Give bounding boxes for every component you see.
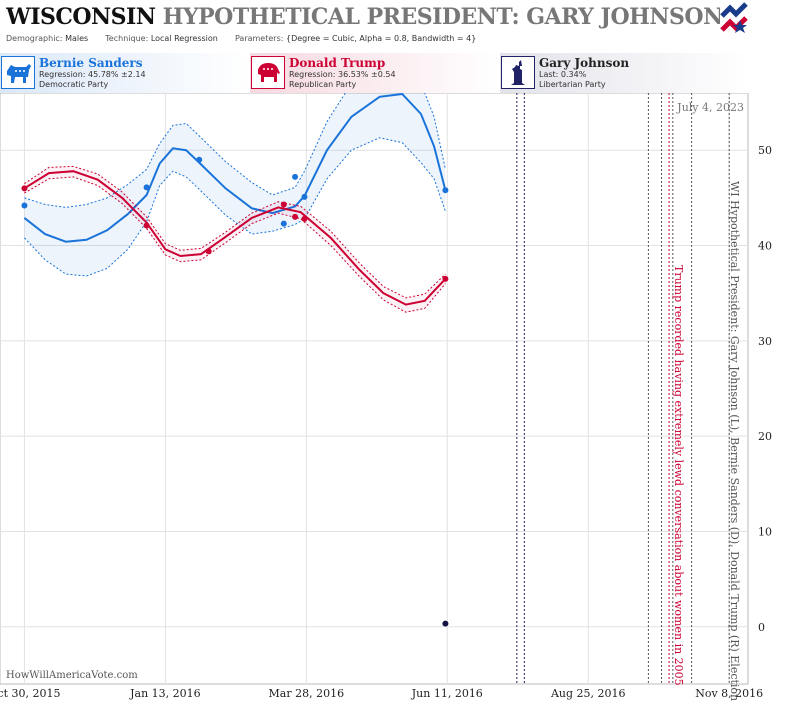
parameters-value: {Degree = Cubic, Alpha = 0.8, Bandwidth …: [285, 34, 477, 43]
legend-name: Donald Trump: [289, 56, 386, 70]
x-tick-label: Jun 11, 2016: [411, 687, 483, 700]
data-point: [21, 185, 28, 192]
parameters-row: Demographic: Males Technique: Local Regr…: [6, 34, 476, 43]
x-tick-label: Jan 13, 2016: [129, 687, 201, 700]
legend-stat: Regression: 36.53% ±0.54: [289, 70, 396, 79]
source-label: HowWillAmericaVote.com: [6, 670, 138, 681]
data-point: [442, 620, 449, 627]
y-tick-label: 10: [758, 525, 772, 538]
data-point: [292, 213, 299, 220]
confidence-band: [24, 93, 446, 276]
legend-item-sanders: Bernie Sanders Regression: 45.78% ±2.14 …: [0, 53, 250, 93]
x-tick-label: Oct 30, 2015: [0, 687, 60, 700]
legend-name: Gary Johnson: [539, 56, 630, 70]
event-annotation: WI Hypothetical President: Gary Johnson …: [728, 181, 741, 701]
data-point: [301, 215, 308, 222]
data-point: [280, 201, 287, 208]
event-annotation: Trump recorded having extremely lewd con…: [672, 265, 685, 686]
confidence-band: [24, 166, 446, 313]
statue-of-liberty-icon: [501, 56, 535, 89]
legend-party: Libertarian Party: [539, 80, 606, 89]
parameters-label: Parameters:: [234, 34, 284, 43]
x-tick-label: Mar 28, 2016: [269, 687, 345, 700]
legend-stat: Regression: 45.78% ±2.14: [39, 70, 146, 79]
legend-stat: Last: 0.34%: [539, 70, 587, 79]
x-tick-label: Nov 8, 2016: [695, 687, 763, 700]
x-tick-label: Aug 25, 2016: [550, 687, 626, 700]
title-state: WISCONSIN: [6, 4, 156, 30]
data-point: [292, 173, 299, 180]
y-tick-label: 30: [758, 335, 772, 348]
legend-item-trump: Donald Trump Regression: 36.53% ±0.54 Re…: [250, 53, 500, 93]
chart-title: WISCONSIN HYPOTHETICAL PRESIDENT: GARY J…: [6, 4, 746, 34]
chart-date-label: July 4, 2023: [676, 101, 744, 114]
data-point: [196, 156, 203, 163]
legend-party: Democratic Party: [39, 80, 109, 89]
y-tick-label: 50: [758, 144, 772, 157]
data-point: [143, 222, 150, 229]
y-tick-label: 20: [758, 430, 772, 443]
demographic-value: Males: [65, 34, 89, 43]
band-upper-line: [24, 93, 446, 208]
demographic-label: Demographic:: [6, 34, 63, 43]
chart-area: 0 10 20 30 40 50 Oct 30, 2015 Jan 13, 2016 Mar 2…: [0, 93, 772, 701]
republican-elephant-icon: [251, 56, 285, 89]
legend-name: Bernie Sanders: [39, 56, 143, 70]
legend-item-johnson: Gary Johnson Last: 0.34% Libertarian Par…: [500, 53, 750, 93]
technique-label: Technique:: [105, 34, 149, 43]
data-point: [442, 187, 449, 194]
series-line: [23, 170, 447, 306]
data-point: [143, 184, 150, 191]
data-point: [280, 220, 287, 227]
technique-value: Local Regression: [150, 34, 218, 43]
y-tick-label: 0: [758, 621, 765, 634]
legend-party: Republican Party: [289, 80, 357, 89]
band-lower-line: [24, 137, 446, 277]
data-point: [301, 193, 308, 200]
democrat-donkey-icon: [1, 56, 35, 89]
title-rest: HYPOTHETICAL PRESIDENT: GARY JOHNSON (L)…: [155, 4, 746, 30]
data-point: [21, 202, 28, 209]
site-logo-icon: [718, 0, 750, 40]
data-point: [205, 248, 212, 255]
data-point: [442, 275, 449, 282]
legend: Bernie Sanders Regression: 45.78% ±2.14 …: [0, 53, 750, 93]
y-tick-label: 40: [758, 240, 772, 253]
plot-background: [0, 93, 749, 685]
series-line: [23, 93, 447, 243]
